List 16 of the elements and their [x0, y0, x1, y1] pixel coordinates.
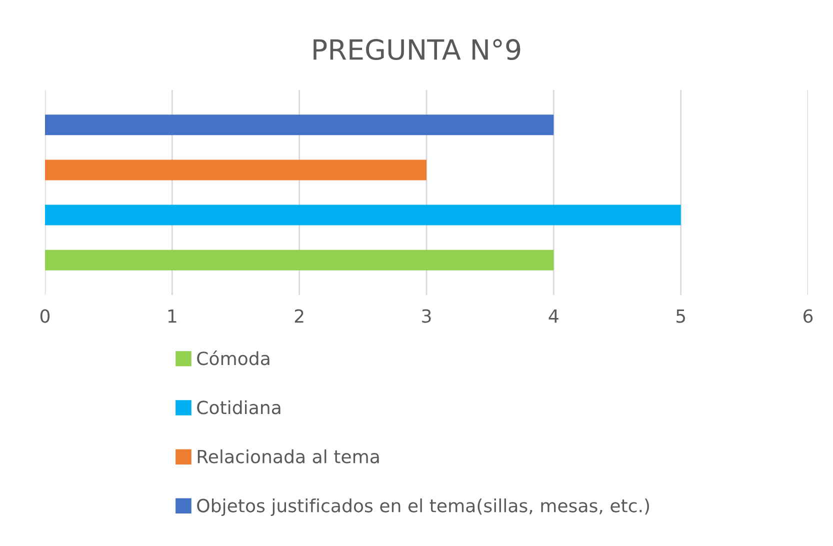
legend-label: Cómoda — [197, 350, 270, 366]
x-tick-label: 6 — [804, 309, 813, 323]
bar — [45, 160, 426, 180]
legend-label: Objetos justificados en el tema(sillas, mesas, etc.) — [197, 498, 650, 516]
bar — [45, 114, 554, 136]
x-tick-label: 5 — [676, 309, 685, 323]
chart-title: PREGUNTA N°9 — [314, 39, 520, 60]
x-tick-label: 3 — [422, 309, 431, 323]
legend-label: Relacionada al tema — [198, 449, 379, 464]
bar — [45, 250, 554, 270]
x-tick-label: 0 — [40, 309, 50, 323]
x-tick-label: 4 — [548, 309, 558, 323]
x-tick-label: 2 — [294, 309, 304, 323]
x-tick-label: 1 — [168, 309, 176, 323]
legend-label: Cotidiana — [197, 400, 280, 414]
bar — [45, 204, 681, 226]
